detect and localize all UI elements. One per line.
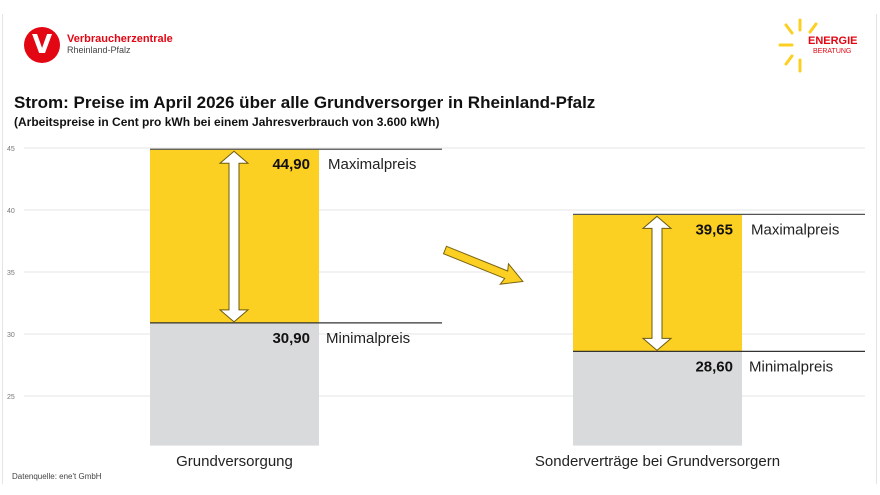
- eb-logo-name: ENERGIE: [808, 35, 858, 47]
- vz-logo-mark: V: [24, 27, 60, 63]
- vz-logo-name: Verbraucherzentrale: [67, 33, 173, 45]
- y-tick-label: 30: [7, 332, 15, 339]
- data-source: Datenquelle: ene't GmbH: [12, 472, 102, 481]
- range-double-arrow: [641, 215, 673, 352]
- max-price-value: 39,65: [695, 221, 733, 238]
- eb-logo-sub: BERATUNG: [813, 48, 852, 55]
- arrow-right-icon: [442, 245, 524, 285]
- sun-rays-icon: [778, 18, 818, 73]
- max-price-value: 44,90: [272, 156, 310, 173]
- max-price-label: Maximalpreis: [328, 156, 416, 173]
- arrow-shape: [442, 245, 524, 285]
- vz-logo-sub: Rheinland-Pfalz: [67, 45, 131, 55]
- chart-subtitle: (Arbeitspreise in Cent pro kWh bei einem…: [14, 115, 440, 129]
- page-frame: [2, 14, 877, 484]
- max-price-label: Maximalpreis: [751, 221, 839, 238]
- min-price-label: Minimalpreis: [326, 330, 410, 347]
- category-label: Grundversorgung: [176, 453, 293, 470]
- verbraucherzentrale-logo: V Verbraucherzentrale Rheinland-Pfalz: [24, 27, 173, 63]
- y-tick-label: 40: [7, 208, 15, 215]
- min-price-value: 30,90: [272, 330, 310, 347]
- chart-title: Strom: Preise im April 2026 über alle Gr…: [14, 93, 596, 112]
- y-tick-label: 45: [7, 146, 15, 153]
- min-price-bar: [573, 351, 742, 446]
- range-double-arrow: [218, 150, 250, 323]
- min-price-value: 28,60: [695, 358, 733, 375]
- y-tick-label: 35: [7, 270, 15, 277]
- min-price-bar: [150, 322, 319, 446]
- y-tick-label: 25: [7, 394, 15, 401]
- category-label: Sonderverträge bei Grundversorgern: [535, 453, 780, 470]
- min-price-label: Minimalpreis: [749, 358, 833, 375]
- energieberatung-logo: ENERGIE BERATUNG: [778, 16, 858, 74]
